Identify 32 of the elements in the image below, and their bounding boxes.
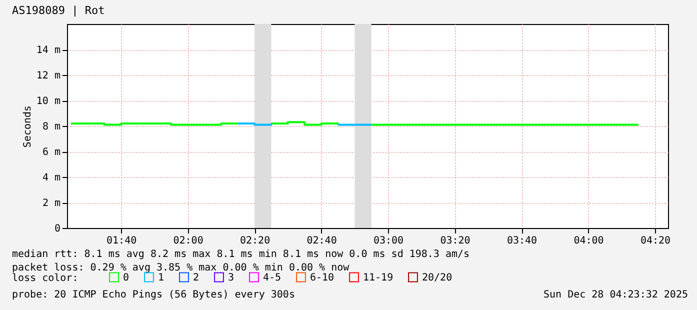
legend-label: 1 — [158, 272, 164, 284]
y-tick-label: 14 m — [36, 45, 60, 56]
y-tick-label: 12 m — [36, 70, 60, 82]
legend-label: 4-5 — [263, 272, 282, 284]
legend-label: 6-10 — [310, 272, 334, 284]
legend-label: 0 — [123, 272, 130, 284]
text: probe: 20 ICMP Echo Pings (56 Bytes) every 300s — [12, 290, 295, 300]
x-tick-label: 02:00 — [173, 236, 204, 246]
y-tick-label: 6 m — [42, 147, 60, 158]
x-tick-label: 02:40 — [306, 236, 337, 246]
text: Sun Dec 28 04:23:32 2025 — [544, 290, 688, 300]
legend-title: loss color: — [12, 273, 78, 284]
x-tick-label: 03:40 — [506, 236, 538, 246]
y-tick-label: 10 m — [36, 96, 60, 107]
x-tick-label: 03:20 — [440, 236, 470, 246]
text: median rtt: 8.1 ms avg 8.2 ms max 8.1 ms min 8.1 ms now 0.0 ms sd 198.3 am/s — [12, 249, 470, 260]
y-tick-label: 2 m — [42, 198, 60, 209]
legend-label: 20/20 — [422, 272, 452, 284]
x-tick-label: 03:00 — [373, 236, 404, 246]
legend-label: 3 — [228, 272, 234, 284]
x-tick-label: 04:20 — [640, 236, 671, 246]
y-tick-label: 4 m — [42, 172, 60, 184]
x-tick-label: 04:00 — [574, 236, 604, 246]
x-tick-label: 01:40 — [106, 236, 137, 246]
legend-label: 2 — [193, 272, 200, 284]
y-tick-label: 0 — [54, 224, 60, 234]
y-axis-title: Seconds — [22, 105, 34, 148]
text: packet loss: 0.29 % avg 3.85 % max 0.00 % min 0.00 % now — [12, 262, 350, 274]
chart-title: AS198089 | Rot — [12, 4, 105, 17]
x-tick-label: 02:20 — [240, 236, 270, 246]
y-tick-label: 8 m — [42, 122, 60, 132]
legend-label: 11-19 — [363, 272, 394, 284]
